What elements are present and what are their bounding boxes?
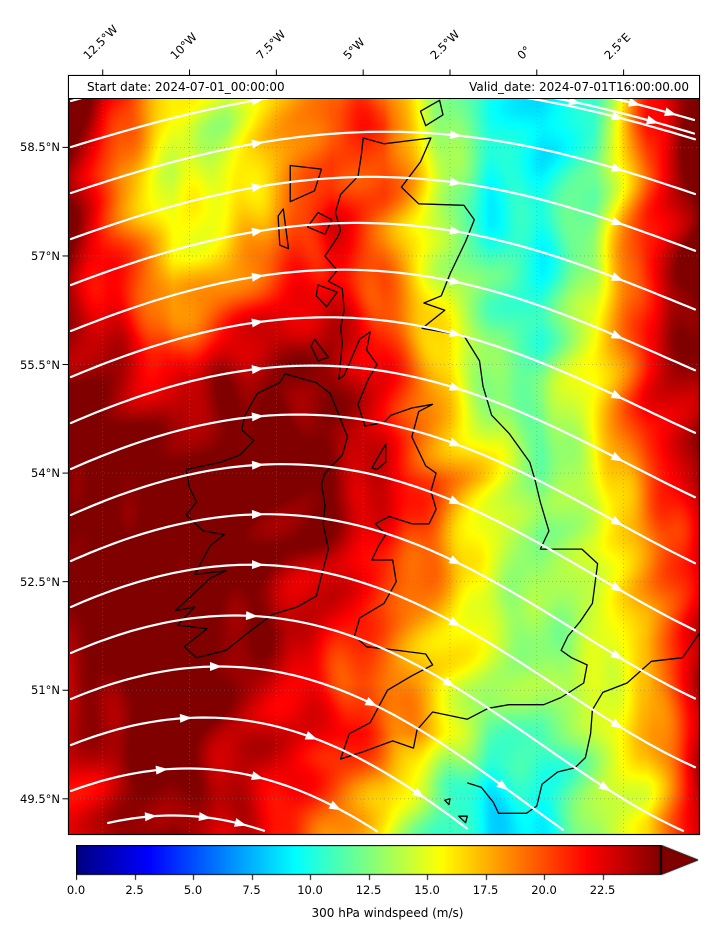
colorbar-tick-label: 22.5 bbox=[589, 883, 616, 897]
colorbar-label: 300 hPa windspeed (m/s) bbox=[311, 906, 464, 920]
colorbar-tick-label: 5.0 bbox=[183, 883, 203, 897]
colorbar-tick-label: 10.0 bbox=[297, 883, 323, 897]
x-tick-label: 2.5°W bbox=[427, 27, 463, 63]
y-tick-label: 55.5°N bbox=[20, 357, 60, 372]
y-tick-label: 57°N bbox=[31, 248, 60, 263]
windspeed-heatmap bbox=[68, 75, 700, 835]
colorbar-tick-label: 20.0 bbox=[531, 883, 557, 897]
x-tick-label: 2.5°E bbox=[600, 30, 634, 63]
x-tick-label: 10°W bbox=[166, 29, 200, 63]
colorbar-tick-label: 0.0 bbox=[66, 883, 86, 897]
colorbar-tick-label: 15.0 bbox=[414, 883, 440, 897]
colorbar-tick-label: 7.5 bbox=[242, 883, 261, 897]
x-tick-label: 5°W bbox=[340, 35, 368, 63]
x-tick-label: 7.5°W bbox=[253, 27, 289, 63]
plot-header-band: Start date: 2024-07-01_00:00:00 Valid_da… bbox=[69, 76, 699, 99]
y-tick-label: 51°N bbox=[31, 683, 60, 698]
x-tick-label: 0° bbox=[514, 43, 534, 63]
colorbar bbox=[76, 845, 701, 881]
start-date-label: Start date: 2024-07-01_00:00:00 bbox=[87, 80, 285, 94]
y-tick-label: 49.5°N bbox=[20, 791, 60, 806]
y-tick-label: 52.5°N bbox=[20, 574, 60, 589]
colorbar-tick-label: 12.5 bbox=[355, 883, 382, 897]
y-tick-label: 58.5°N bbox=[20, 140, 60, 155]
x-tick-label: 12.5°W bbox=[80, 22, 121, 63]
colorbar-tick-label: 17.5 bbox=[472, 883, 499, 897]
y-tick-label: 54°N bbox=[31, 466, 60, 481]
colorbar-tick-label: 2.5 bbox=[125, 883, 144, 897]
valid-date-label: Valid_date: 2024-07-01T16:00:00.00 bbox=[469, 80, 689, 94]
